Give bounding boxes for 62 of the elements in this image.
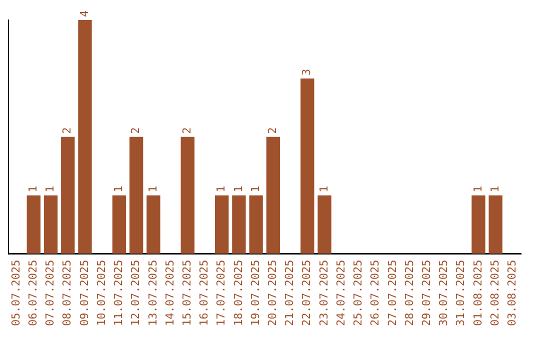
data-label: 3: [300, 68, 314, 76]
x-tick-label: 29.07.2025: [420, 260, 433, 326]
bar: [112, 195, 126, 254]
bar: [44, 195, 58, 254]
x-tick-label: 22.07.2025: [300, 260, 314, 326]
x-tick-label: 01.08.2025: [471, 260, 484, 326]
x-tick-label: 08.07.2025: [60, 260, 74, 326]
bar: [488, 195, 502, 254]
bar: [78, 20, 92, 254]
x-tick-label: 23.07.2025: [317, 260, 330, 326]
data-label: 1: [44, 186, 57, 192]
x-tick-label: 27.07.2025: [386, 260, 399, 326]
bar: [300, 78, 314, 254]
data-label: 1: [26, 186, 40, 192]
x-tick-label: 10.07.2025: [94, 260, 108, 326]
x-tick-label: 02.08.2025: [488, 260, 502, 326]
data-label: 1: [317, 186, 330, 192]
data-label: 1: [214, 186, 228, 192]
bar: [249, 195, 263, 254]
x-tick-label: 13.07.2025: [146, 260, 160, 326]
bar: [232, 195, 246, 254]
x-tick-label: 28.07.2025: [402, 260, 416, 326]
x-tick-label: 12.07.2025: [129, 260, 142, 326]
x-tick-label: 25.07.2025: [352, 260, 365, 326]
x-tick-label: 30.07.2025: [437, 260, 450, 326]
x-tick-label: 26.07.2025: [368, 260, 382, 326]
x-tick-label: 17.07.2025: [214, 260, 228, 326]
x-tick-label: 21.07.2025: [283, 260, 296, 326]
x-tick-label: 14.07.2025: [163, 260, 176, 326]
data-label: 2: [129, 127, 142, 134]
x-tick-label: 15.07.2025: [180, 260, 194, 326]
x-tick-label: 18.07.2025: [232, 260, 245, 326]
data-label: 1: [232, 186, 245, 192]
x-tick-label: 11.07.2025: [112, 260, 126, 326]
bar: [472, 195, 486, 254]
bar: [180, 136, 194, 254]
bar: [129, 136, 144, 254]
bar: [61, 136, 75, 254]
x-tick-label: 09.07.2025: [78, 260, 91, 326]
data-label: 2: [60, 127, 74, 134]
data-label: 1: [112, 186, 126, 192]
x-tick-label: 05.07.2025: [9, 260, 22, 326]
x-tick-label: 06.07.2025: [26, 260, 40, 326]
x-tick-label: 16.07.2025: [198, 260, 211, 326]
bar: [318, 195, 332, 254]
data-label: 1: [146, 186, 160, 192]
bar: [215, 195, 229, 254]
data-label: 1: [248, 186, 262, 192]
x-tick-label: 24.07.2025: [334, 260, 348, 326]
x-tick-label: 19.07.2025: [248, 260, 262, 326]
bar: [266, 136, 280, 254]
data-label: 2: [180, 127, 194, 134]
bar: [146, 195, 160, 254]
data-label: 1: [471, 186, 484, 192]
x-tick-label: 20.07.2025: [266, 260, 280, 326]
bar: [26, 195, 41, 254]
x-tick-label: 03.08.2025: [506, 260, 519, 326]
x-tick-label: 07.07.2025: [44, 260, 57, 326]
data-label: 4: [78, 10, 91, 17]
x-tick-label: 31.07.2025: [454, 260, 468, 326]
data-label: 2: [266, 127, 280, 134]
data-label: 1: [488, 186, 502, 192]
